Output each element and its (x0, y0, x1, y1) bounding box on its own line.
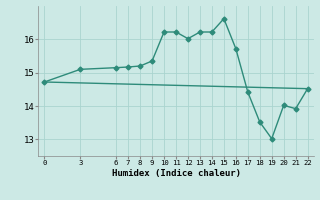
X-axis label: Humidex (Indice chaleur): Humidex (Indice chaleur) (111, 169, 241, 178)
